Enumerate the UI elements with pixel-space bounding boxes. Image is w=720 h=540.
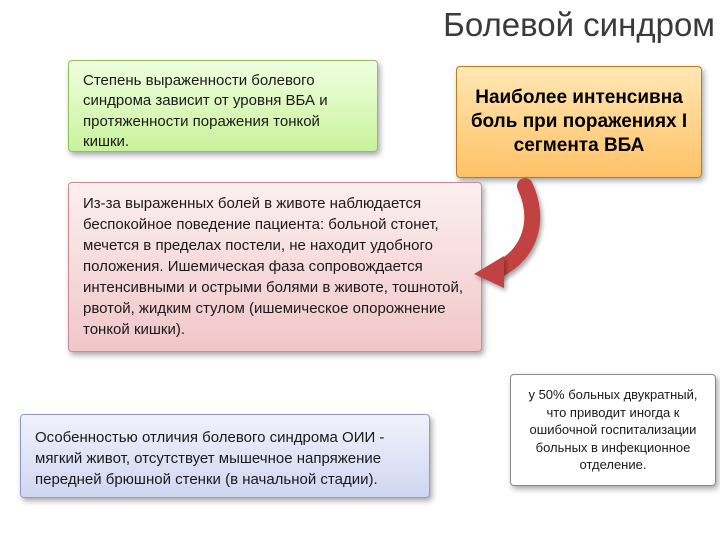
page-title: Болевой синдром [345, 6, 715, 44]
box-segment-text: Наиболее интенсивна боль при поражениях … [457, 67, 701, 177]
box-hospitalization-text: у 50% больных двукратный, что приводит и… [511, 375, 715, 485]
box-hospitalization-white: у 50% больных двукратный, что приводит и… [510, 374, 716, 486]
box-ischemic-pink: Из-за выраженных болей в животе наблюдае… [68, 182, 482, 352]
box-severity-text: Степень выраженности болевого синдрома з… [69, 61, 377, 151]
curved-arrow [470, 178, 550, 298]
box-segment-orange: Наиболее интенсивна боль при поражениях … [456, 66, 702, 178]
box-feature-blue: Особенностью отличия болевого синдрома О… [20, 414, 430, 498]
box-severity-green: Степень выраженности болевого синдрома з… [68, 60, 378, 152]
box-feature-text: Особенностью отличия болевого синдрома О… [21, 415, 429, 497]
box-ischemic-text: Из-за выраженных болей в животе наблюдае… [69, 183, 481, 351]
stage: { "title": { "text": "Болевой синдром", … [0, 0, 720, 540]
curved-arrow-icon [470, 178, 550, 298]
